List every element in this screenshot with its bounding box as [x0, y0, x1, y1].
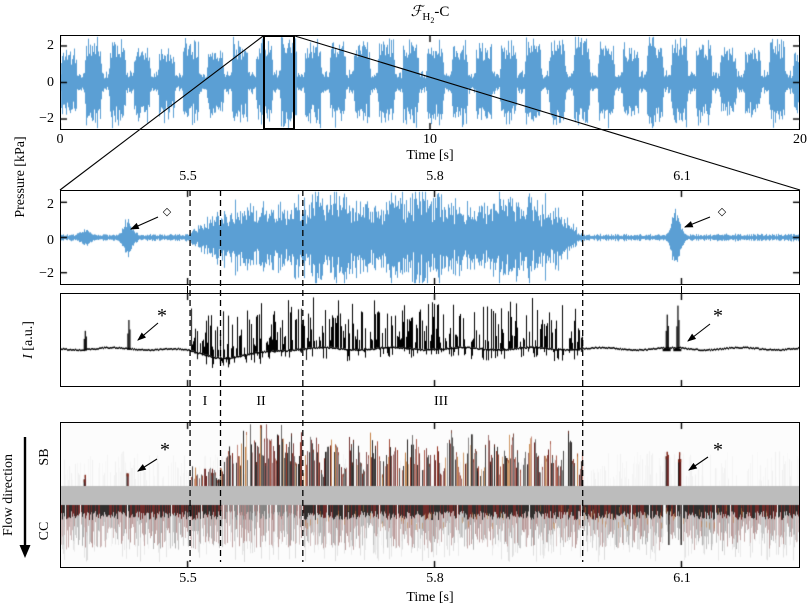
region-label-III: III	[434, 394, 448, 409]
p4-xtick-5p5: 5.5	[179, 571, 197, 586]
streak-row-label-sb: SB	[37, 448, 52, 466]
title-subscript-h: H2	[422, 11, 435, 26]
p1-xtick-0: 0	[56, 132, 64, 147]
p2-ytick-2: 2	[47, 197, 54, 212]
p2-xtick-5p5: 5.5	[179, 169, 197, 184]
p1-ytick-0: 0	[47, 75, 54, 90]
p1-ytick-2: 2	[47, 38, 54, 53]
title-suffix: -C	[434, 4, 450, 20]
streak-image-plot	[60, 422, 800, 568]
intensity-ylabel-i: I	[21, 354, 36, 359]
figure-title: ℱH2-C	[20, 2, 811, 25]
flow-direction-label: Flow direction	[1, 453, 16, 537]
streak-row-label-cc: CC	[37, 521, 52, 541]
pressure-zoom-plot	[60, 190, 800, 285]
p2-xtick-5p8: 5.8	[426, 169, 444, 184]
p2-ytick-m2: −2	[39, 266, 54, 281]
asterisk-marker-p3-right: *	[713, 305, 723, 327]
intensity-plot	[60, 293, 800, 387]
region-label-II: II	[256, 394, 266, 409]
p1-xtick-10: 10	[423, 132, 437, 147]
p4-xtick-6p1: 6.1	[673, 571, 691, 586]
title-subscript-2: 2	[430, 16, 435, 26]
asterisk-marker-p3-left: *	[157, 305, 167, 327]
p1-xlabel: Time [s]	[406, 148, 454, 163]
intensity-ylabel-units: [a.u.]	[21, 321, 36, 355]
p2-ytick-0: 0	[47, 233, 54, 248]
asterisk-marker-p4-right: *	[713, 439, 723, 461]
zoom-selection-box	[263, 35, 295, 130]
title-script-f: ℱ	[410, 4, 423, 20]
pressure-overview-plot	[60, 35, 800, 130]
region-label-I: I	[202, 394, 208, 409]
asterisk-marker-p4-left: *	[160, 439, 170, 461]
diamond-marker-right: ◇	[717, 206, 727, 218]
intensity-ylabel: I [a.u.]	[21, 280, 39, 400]
p4-xlabel: Time [s]	[406, 590, 454, 605]
p4-xtick-5p8: 5.8	[426, 571, 444, 586]
intensity-top-tick	[186, 286, 189, 293]
intensity-top-tick	[680, 286, 683, 293]
p2-xtick-6p1: 6.1	[673, 169, 691, 184]
flow-direction-arrow	[19, 437, 31, 558]
p1-xtick-20: 20	[793, 132, 807, 147]
p1-ytick-m2: −2	[39, 111, 54, 126]
intensity-top-tick	[433, 286, 436, 293]
diamond-marker-left: ◇	[162, 206, 172, 218]
